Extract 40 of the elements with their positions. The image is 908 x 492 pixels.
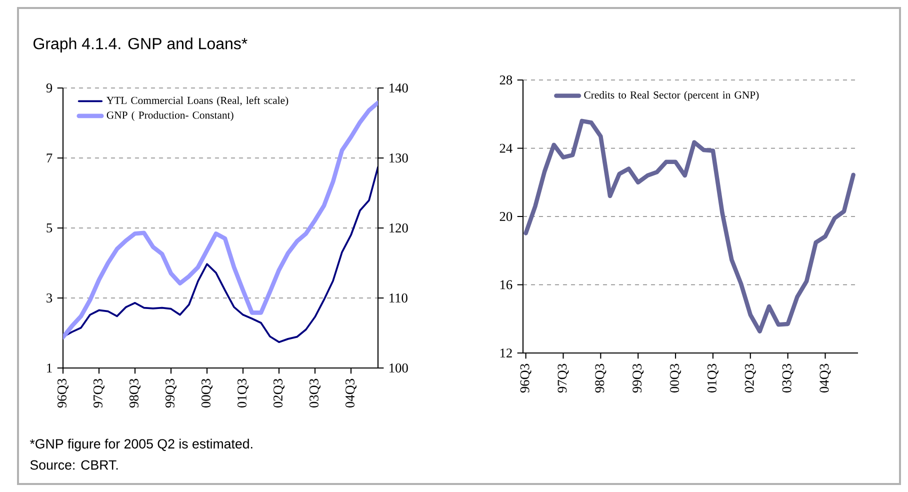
y-tick-label: 3 — [46, 294, 52, 302]
y-tick-label: 28 — [500, 76, 512, 84]
y2-tick-label: 120 — [390, 223, 408, 232]
x-tick-label: 96Q3 — [520, 364, 532, 393]
x-tick-label: 02Q3 — [273, 378, 285, 408]
x-tick-label: 03Q3 — [309, 378, 321, 408]
y-tick-label: 5 — [46, 224, 52, 232]
source-note: Source: CBRT. — [30, 460, 118, 470]
x-tick-label: 99Q3 — [632, 364, 644, 393]
x-tick-label: 97Q3 — [94, 378, 104, 408]
x-tick-label: 03Q3 — [782, 364, 794, 393]
y-tick-label: 1 — [47, 364, 52, 372]
x-tick-label: 02Q3 — [744, 364, 756, 393]
y-tick-label: 24 — [500, 144, 512, 153]
x-tick-label: 99Q3 — [166, 378, 176, 408]
legend-label: GNP ( Production- Constant) — [106, 111, 234, 121]
y-tick-label: 12 — [500, 348, 512, 358]
y-tick-label: 9 — [46, 84, 52, 92]
x-tick-label: 01Q3 — [707, 364, 718, 393]
x-tick-label: 04Q3 — [345, 378, 357, 408]
y-tick-label: 16 — [500, 280, 512, 290]
x-tick-label: 00Q3 — [670, 364, 682, 393]
x-tick-label: 98Q3 — [129, 378, 141, 408]
line-series — [524, 118, 856, 334]
x-tick-label: 97Q3 — [558, 364, 569, 393]
y2-tick-label: 110 — [390, 293, 408, 302]
text: *GNP figure for 2005 Q2 is estimated. — [30, 438, 252, 452]
legend-label: Credits to Real Sector (percent in GNP) — [584, 91, 759, 101]
x-tick-label: 01Q3 — [237, 378, 249, 408]
x-tick-label: 04Q3 — [820, 364, 831, 393]
legend-label: YTL Commercial Loans (Real, left scale) — [106, 96, 288, 106]
y2-tick-label: 130 — [390, 153, 408, 162]
x-tick-label: 96Q3 — [58, 378, 68, 408]
x-tick-label: 98Q3 — [595, 364, 606, 393]
y-tick-label: 20 — [500, 212, 512, 221]
y-tick-label: 7 — [46, 154, 52, 162]
y2-tick-label: 140 — [390, 84, 408, 92]
chart-title: Graph 4.1.4. GNP and Loans* — [34, 38, 248, 52]
x-tick-label: 00Q3 — [201, 378, 213, 408]
y2-tick-label: 100 — [390, 363, 408, 372]
